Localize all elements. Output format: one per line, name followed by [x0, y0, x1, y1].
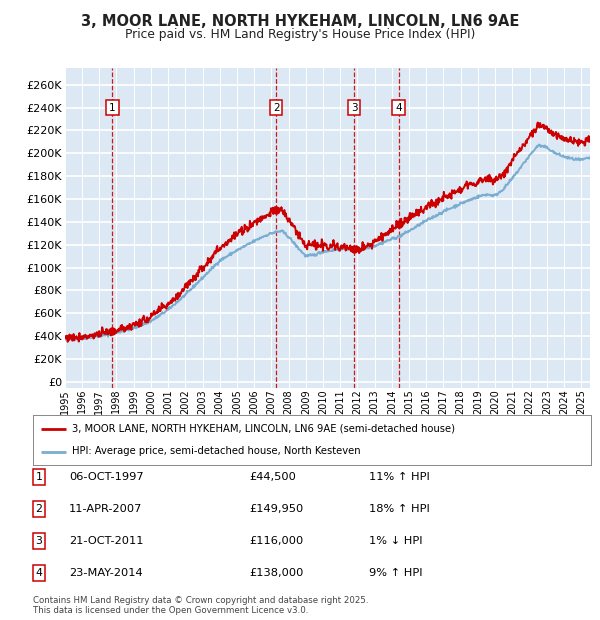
Text: £116,000: £116,000 [249, 536, 303, 546]
Text: 9% ↑ HPI: 9% ↑ HPI [369, 568, 422, 578]
Text: 3: 3 [350, 102, 357, 113]
Text: £138,000: £138,000 [249, 568, 304, 578]
Text: 3, MOOR LANE, NORTH HYKEHAM, LINCOLN, LN6 9AE (semi-detached house): 3, MOOR LANE, NORTH HYKEHAM, LINCOLN, LN… [72, 423, 455, 433]
Text: 3, MOOR LANE, NORTH HYKEHAM, LINCOLN, LN6 9AE: 3, MOOR LANE, NORTH HYKEHAM, LINCOLN, LN… [81, 14, 519, 29]
Text: HPI: Average price, semi-detached house, North Kesteven: HPI: Average price, semi-detached house,… [72, 446, 361, 456]
Text: Price paid vs. HM Land Registry's House Price Index (HPI): Price paid vs. HM Land Registry's House … [125, 28, 475, 41]
Text: £44,500: £44,500 [249, 472, 296, 482]
Text: Contains HM Land Registry data © Crown copyright and database right 2025.
This d: Contains HM Land Registry data © Crown c… [33, 596, 368, 615]
Text: £149,950: £149,950 [249, 504, 303, 514]
Text: 06-OCT-1997: 06-OCT-1997 [69, 472, 143, 482]
Text: 1% ↓ HPI: 1% ↓ HPI [369, 536, 422, 546]
Text: 2: 2 [273, 102, 280, 113]
Text: 21-OCT-2011: 21-OCT-2011 [69, 536, 143, 546]
Text: 23-MAY-2014: 23-MAY-2014 [69, 568, 143, 578]
Text: 11% ↑ HPI: 11% ↑ HPI [369, 472, 430, 482]
Text: 3: 3 [35, 536, 43, 546]
Text: 4: 4 [35, 568, 43, 578]
Text: 18% ↑ HPI: 18% ↑ HPI [369, 504, 430, 514]
Text: 2: 2 [35, 504, 43, 514]
Text: 11-APR-2007: 11-APR-2007 [69, 504, 142, 514]
Text: 1: 1 [35, 472, 43, 482]
Text: 1: 1 [109, 102, 116, 113]
Text: 4: 4 [395, 102, 402, 113]
